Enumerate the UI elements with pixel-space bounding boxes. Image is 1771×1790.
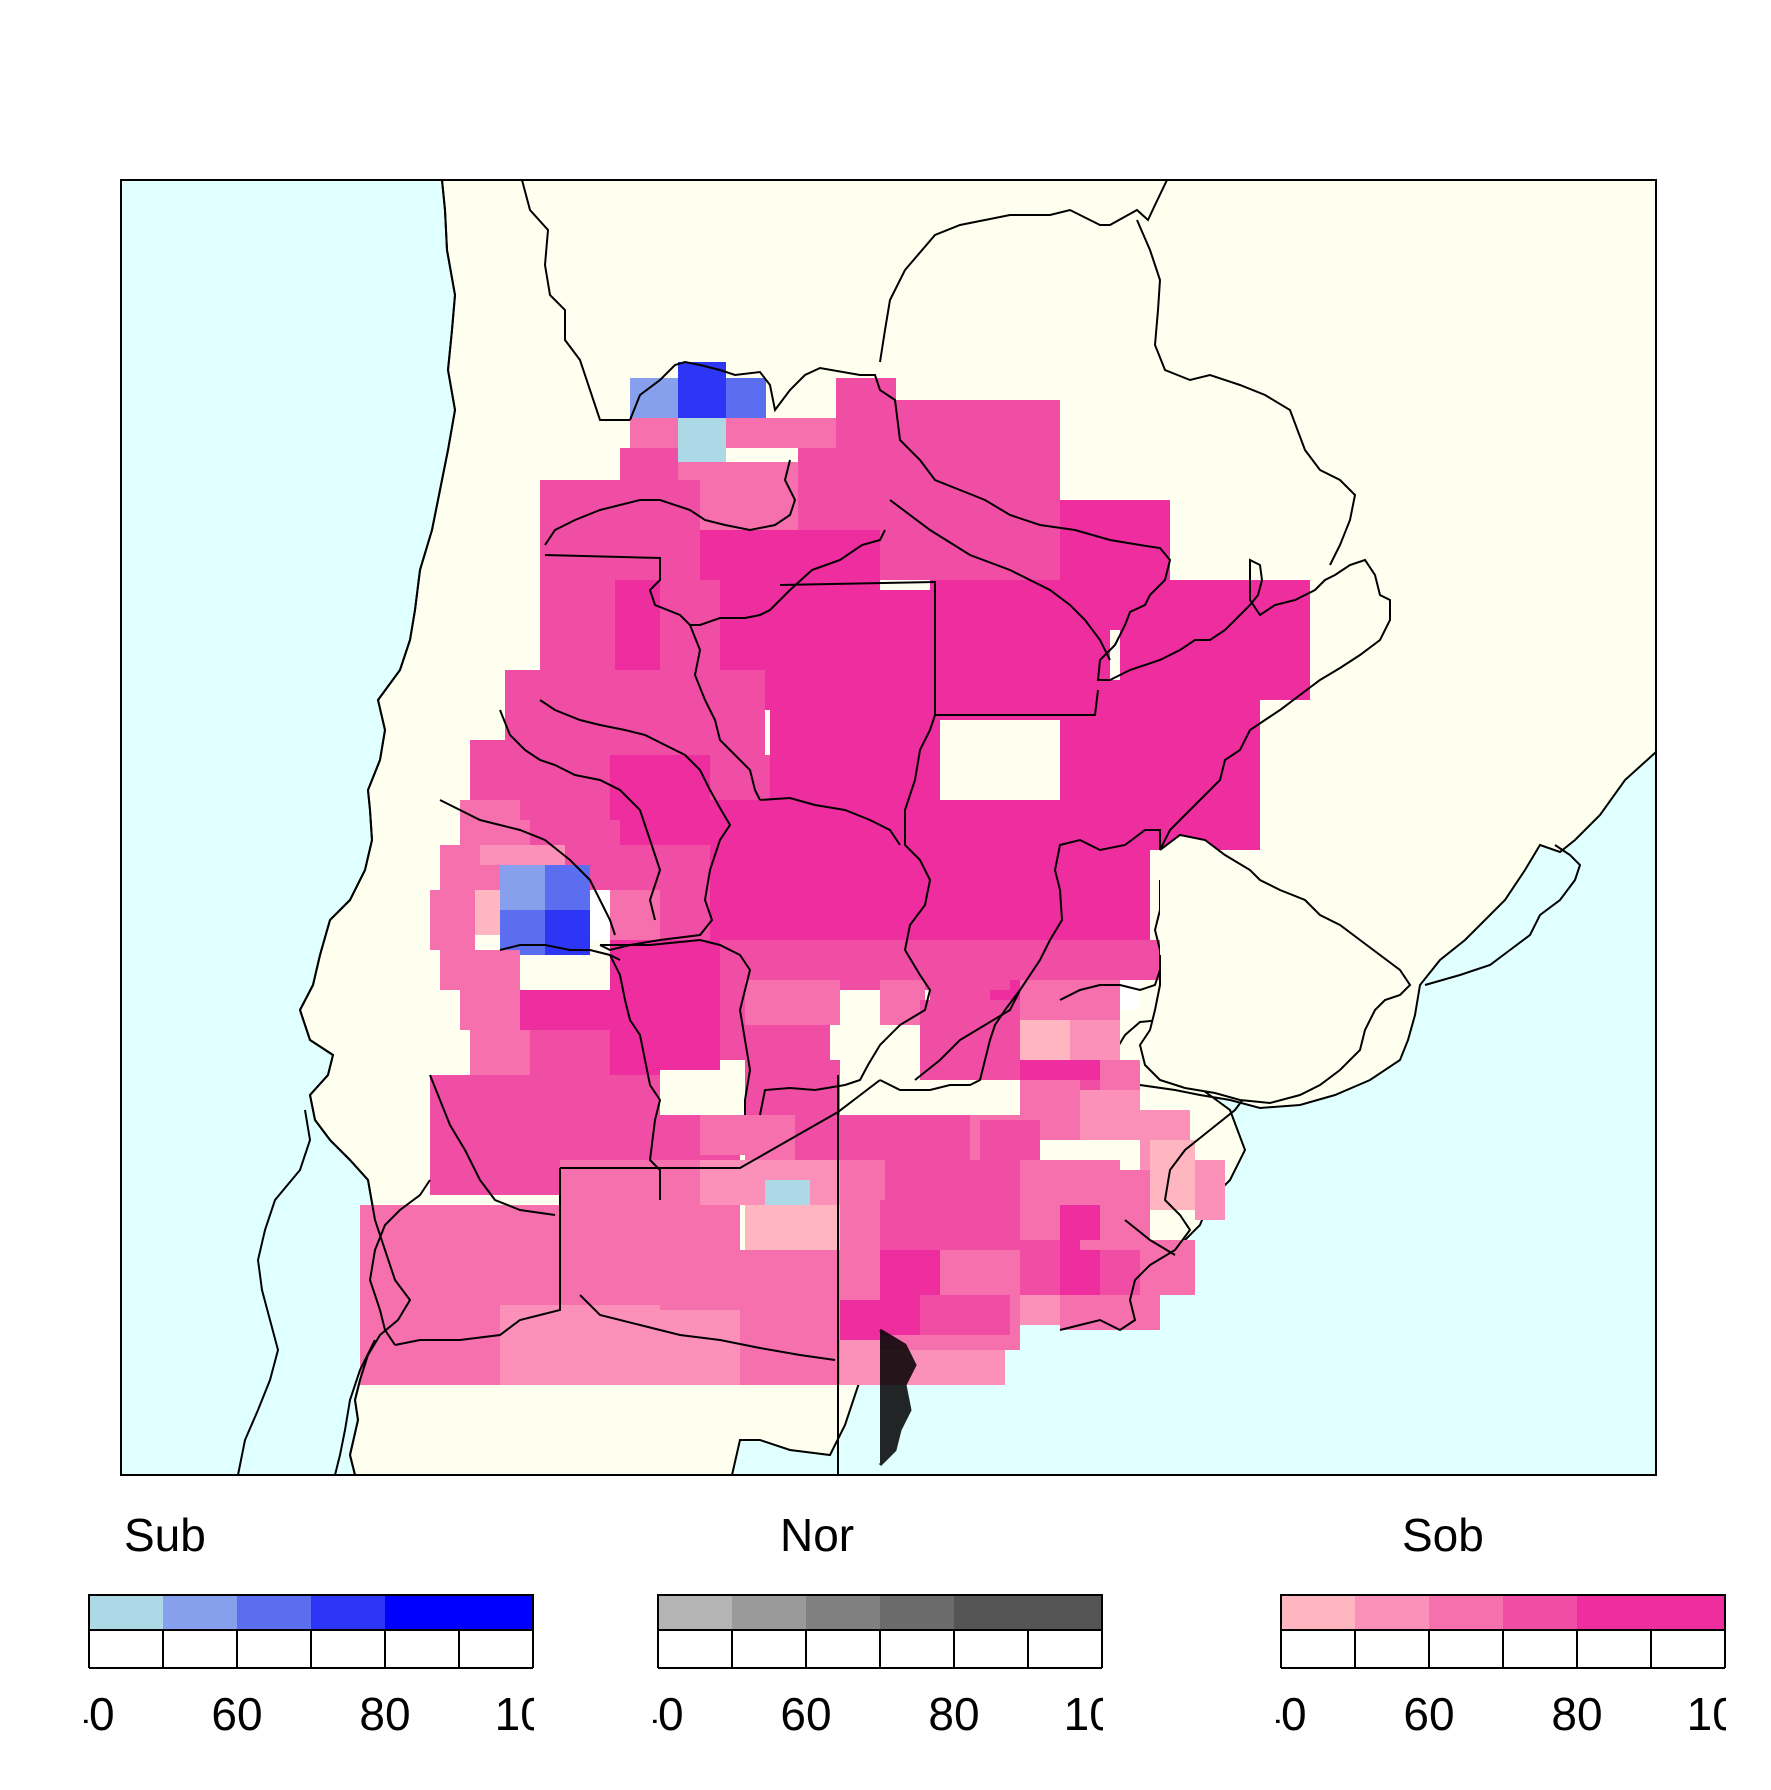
legend-tick-label: 100	[1064, 1688, 1103, 1740]
legend-tick-label: 60	[211, 1688, 262, 1740]
legend-swatch	[1355, 1595, 1430, 1630]
country-borders	[1138, 833, 1412, 1105]
legend-swatch	[806, 1595, 881, 1630]
legend-swatch	[732, 1595, 807, 1630]
legend-swatch	[385, 1595, 460, 1630]
legend-bar-sub: 40 60 80 100	[84, 1594, 534, 1740]
legend-tick-label: 40	[653, 1688, 684, 1740]
legend-swatch	[311, 1595, 386, 1630]
legend-title-sob: Sob	[1402, 1509, 1484, 1561]
legend-bar-sob: 40 60 80 100	[1276, 1594, 1726, 1740]
map-frame	[120, 179, 1657, 1476]
legend-tick-label: 80	[928, 1688, 979, 1740]
legend-swatch	[89, 1595, 164, 1630]
legend-title-sub: Sub	[124, 1509, 206, 1561]
legend-tick-label: 100	[495, 1688, 534, 1740]
legend-swatch	[1577, 1595, 1652, 1630]
legend-swatch	[658, 1595, 733, 1630]
legend-tick-label: 40	[1276, 1688, 1307, 1740]
legend-swatch	[237, 1595, 312, 1630]
legend-tick-label: 80	[359, 1688, 410, 1740]
legend-swatch	[1281, 1595, 1356, 1630]
legend-swatch	[1651, 1595, 1726, 1630]
legend-swatch	[954, 1595, 1029, 1630]
legend-swatch	[163, 1595, 238, 1630]
legend-swatch	[459, 1595, 534, 1630]
legend-tick-label: 60	[780, 1688, 831, 1740]
legend-swatch	[1503, 1595, 1578, 1630]
legend-swatch	[880, 1595, 955, 1630]
legend-title-nor: Nor	[780, 1509, 855, 1561]
legend-tick-label: 100	[1687, 1688, 1726, 1740]
legend-swatch	[1429, 1595, 1504, 1630]
legend-tick-label: 60	[1403, 1688, 1454, 1740]
legend-bar-nor: 40 60 80 100	[653, 1594, 1103, 1740]
legend-tick-label: 80	[1551, 1688, 1602, 1740]
province-borders	[334, 360, 1391, 1475]
legend-swatch	[1028, 1595, 1103, 1630]
legend-tick-label: 40	[84, 1688, 115, 1740]
